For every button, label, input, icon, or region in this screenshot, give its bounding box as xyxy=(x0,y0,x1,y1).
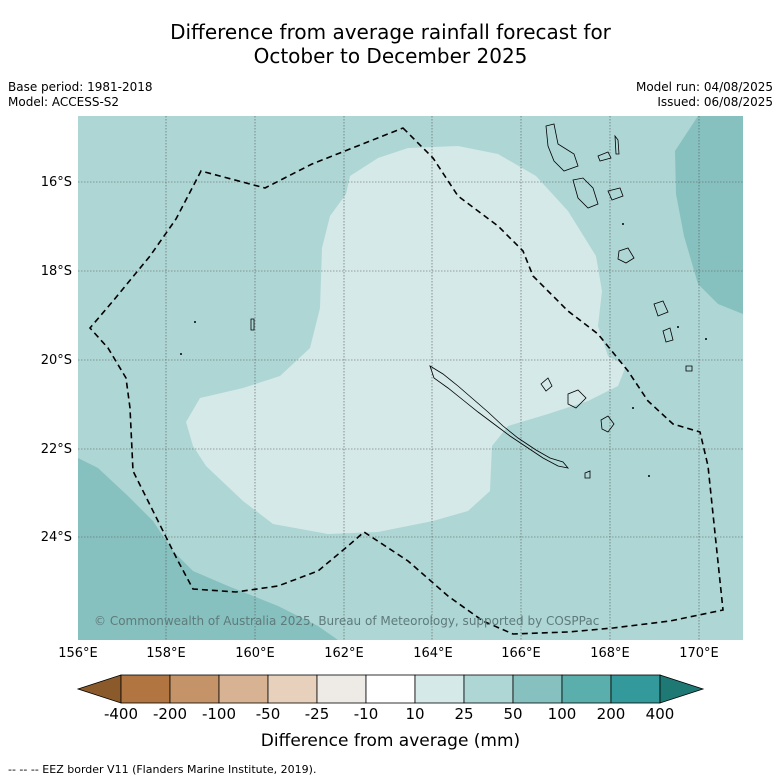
islands xyxy=(250,123,693,479)
lat-label-18s: 18°S xyxy=(40,264,72,279)
colorbar-segment xyxy=(316,674,367,704)
loyalty-island-ouvea xyxy=(540,377,553,392)
vanuatu-ambrym xyxy=(607,187,624,201)
colorbar-segment xyxy=(610,674,661,704)
title-line-1: Difference from average rainfall forecas… xyxy=(170,20,611,44)
meta-right: Model run: 04/08/2025 Issued: 06/08/2025 xyxy=(636,80,773,110)
lon-label-156e: 156°E xyxy=(58,646,98,661)
colorbar-segment xyxy=(169,674,220,704)
isle-of-pines xyxy=(584,470,591,479)
colorbar-label: -100 xyxy=(201,705,237,723)
model-run: Model run: 04/08/2025 xyxy=(635,80,773,94)
colorbar-segment xyxy=(267,674,318,704)
vanuatu-maewo xyxy=(614,134,620,155)
chart-title: Difference from average rainfall forecas… xyxy=(0,20,781,68)
lon-label-166e: 166°E xyxy=(501,646,541,661)
lon-label-162e: 162°E xyxy=(324,646,364,661)
colorbar-label: 400 xyxy=(645,705,675,723)
colorbar-label: -200 xyxy=(152,705,188,723)
region-50-100-northeast xyxy=(675,116,743,314)
base-period: Base period: 1981-2018 xyxy=(8,80,153,94)
colorbar-label: -25 xyxy=(304,705,330,723)
eez-footnote: -- -- -- EEZ border V11 (Flanders Marine… xyxy=(8,763,317,776)
colorbar-extend-high xyxy=(659,674,705,704)
colorbar-label: -50 xyxy=(255,705,281,723)
colorbar-label: 200 xyxy=(596,705,626,723)
matthew-island xyxy=(685,365,693,372)
colorbar-segment xyxy=(561,674,612,704)
loyalty-island-mare xyxy=(600,415,615,433)
eez-border xyxy=(88,127,724,635)
region-50-100-southwest xyxy=(78,458,338,640)
lon-label-164e: 164°E xyxy=(413,646,453,661)
vanuatu-malekula xyxy=(572,177,599,209)
vanuatu-espiritu-santo xyxy=(545,123,579,172)
colorbar-label: -400 xyxy=(103,705,139,723)
colorbar-segment xyxy=(463,674,514,704)
colorbar-label: 100 xyxy=(547,705,577,723)
colorbar-title: Difference from average (mm) xyxy=(260,731,521,751)
colorbar-segment xyxy=(512,674,563,704)
colorbar-segment xyxy=(414,674,465,704)
copyright-notice: © Commonwealth of Australia 2025, Bureau… xyxy=(94,614,600,628)
rainfall-map xyxy=(78,116,743,640)
lon-label-158e: 158°E xyxy=(146,646,186,661)
lon-label-170e: 170°E xyxy=(679,646,719,661)
small-islets xyxy=(180,223,707,477)
lat-label-24s: 24°S xyxy=(40,530,72,545)
gridlines xyxy=(78,116,743,640)
loyalty-island-lifou xyxy=(567,389,587,409)
meta-left: Base period: 1981-2018 Model: ACCESS-S2 xyxy=(8,80,153,110)
colorbar-segment xyxy=(218,674,269,704)
colorbar-segment xyxy=(120,674,171,704)
vanuatu-tanna xyxy=(662,327,674,343)
lon-label-168e: 168°E xyxy=(590,646,630,661)
colorbar-label: -10 xyxy=(353,705,379,723)
colorbar xyxy=(76,674,705,704)
colorbar-label: 50 xyxy=(503,705,523,723)
lon-label-160e: 160°E xyxy=(235,646,275,661)
lat-label-20s: 20°S xyxy=(40,353,72,368)
vanuatu-efate xyxy=(617,247,635,264)
colorbar-label: 25 xyxy=(454,705,474,723)
new-caledonia-island xyxy=(429,365,570,469)
colorbar-extend-low xyxy=(76,674,122,704)
lat-label-16s: 16°S xyxy=(40,175,72,190)
issued-date: Issued: 06/08/2025 xyxy=(657,95,773,109)
colorbar-label: 10 xyxy=(405,705,425,723)
title-line-2: October to December 2025 xyxy=(253,44,528,68)
chesterfield-islet xyxy=(250,318,255,331)
colorbar-segment xyxy=(365,674,416,704)
model-name: Model: ACCESS-S2 xyxy=(8,95,120,109)
vanuatu-pentecost xyxy=(597,151,612,162)
vanuatu-erromango xyxy=(653,300,669,317)
lat-label-22s: 22°S xyxy=(40,442,72,457)
